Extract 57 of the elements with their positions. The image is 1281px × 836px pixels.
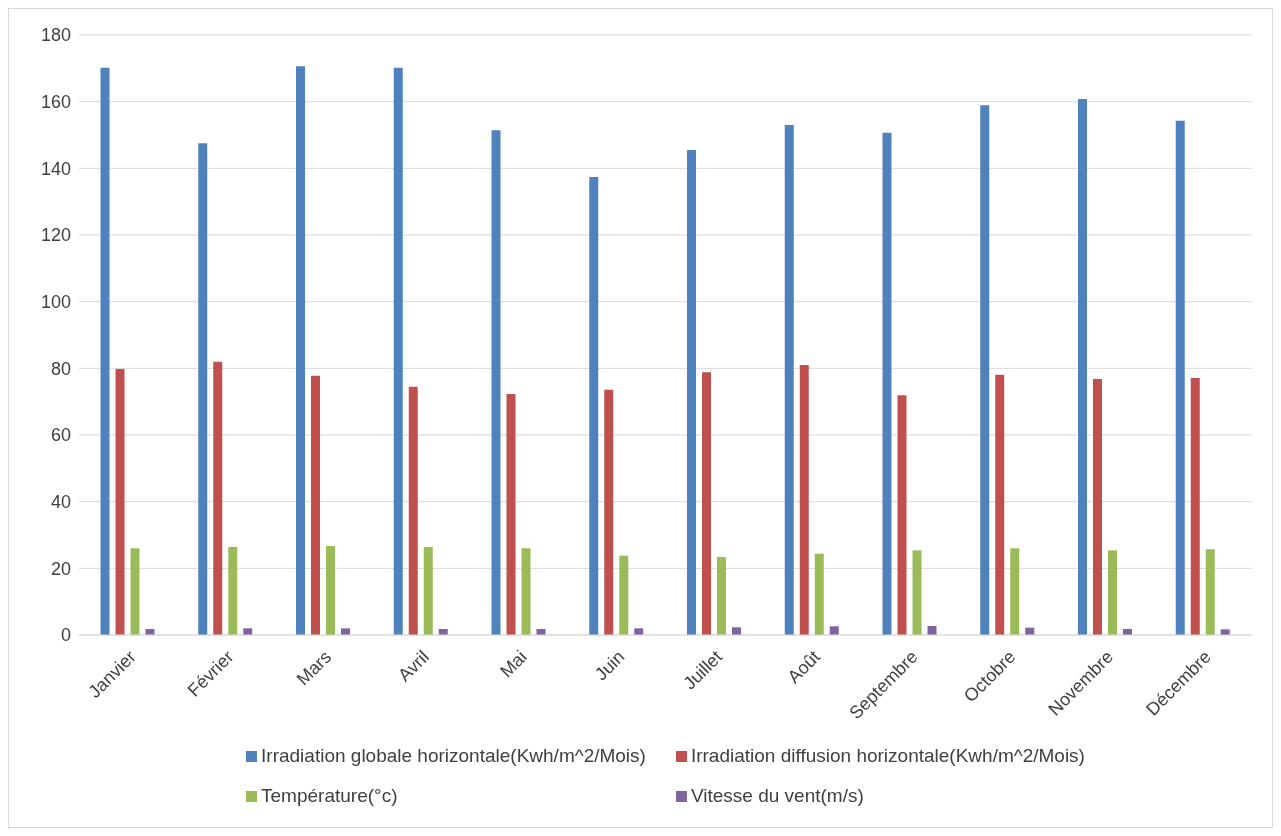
bar (619, 555, 629, 635)
y-tick-label: 20 (50, 558, 71, 579)
bar (506, 394, 516, 635)
x-tick-label: Juin (590, 646, 629, 685)
bar (912, 550, 922, 635)
bar (1205, 549, 1215, 635)
bar (198, 143, 208, 635)
bar (1190, 378, 1200, 635)
y-tick-label: 40 (50, 492, 71, 513)
bar (589, 177, 599, 635)
legend-label: Vitesse du vent(m/s) (690, 785, 864, 807)
bar (1093, 379, 1103, 635)
bar (311, 375, 321, 635)
bar (521, 548, 531, 635)
bar (980, 105, 990, 635)
bar (408, 386, 418, 635)
bar (296, 66, 306, 635)
bar (1175, 120, 1185, 635)
y-tick-label: 60 (50, 425, 71, 446)
bar (243, 628, 253, 635)
y-tick-label: 140 (40, 158, 71, 179)
x-tick-label: Mai (496, 646, 531, 682)
bar (634, 628, 644, 635)
bar (784, 125, 794, 635)
bar (423, 547, 433, 635)
bar (393, 67, 403, 635)
bar (228, 547, 238, 635)
bar (130, 548, 140, 635)
bar (882, 132, 892, 635)
legend-label: Irradiation globale horizontale(Kwh/m^2/Mois) (261, 745, 646, 767)
legend-label: Température(°c) (261, 785, 398, 807)
bar (814, 553, 824, 635)
bar (897, 395, 907, 635)
y-tick-label: 160 (40, 92, 71, 113)
bar (717, 557, 727, 635)
bar (491, 130, 501, 635)
bar (995, 374, 1005, 635)
bar (829, 626, 839, 635)
y-tick-label: 0 (60, 625, 71, 646)
bar (326, 546, 336, 635)
bar (341, 628, 351, 635)
legend-label: Irradiation diffusion horizontale(Kwh/m^2/Mois) (690, 745, 1085, 767)
bar (604, 389, 614, 635)
bar (1108, 550, 1118, 635)
bar (1010, 548, 1020, 635)
bar (1078, 99, 1088, 635)
bar (213, 361, 223, 635)
y-tick-label: 120 (40, 225, 71, 246)
bar (702, 372, 712, 635)
bar (799, 365, 809, 635)
y-tick-label: 100 (40, 292, 71, 313)
y-tick-label: 80 (50, 358, 71, 379)
bar (115, 369, 125, 635)
bar (732, 627, 742, 635)
y-tick-label: 180 (40, 25, 71, 46)
bar (100, 67, 110, 635)
bar (687, 150, 697, 635)
